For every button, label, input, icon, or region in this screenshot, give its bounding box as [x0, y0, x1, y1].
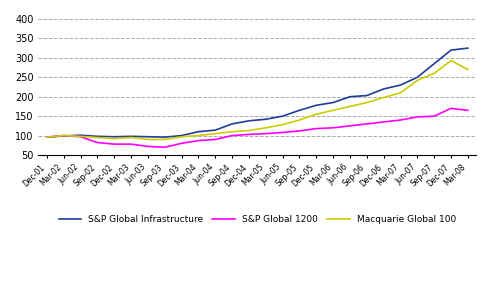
S&P Global 1200	[296, 129, 302, 133]
S&P Global Infrastructure	[448, 48, 454, 52]
Macquarie Global 100	[465, 68, 471, 71]
S&P Global 1200	[60, 134, 66, 137]
S&P Global 1200	[364, 122, 370, 126]
Macquarie Global 100	[380, 96, 386, 99]
S&P Global Infrastructure	[112, 135, 117, 139]
Macquarie Global 100	[229, 130, 235, 133]
S&P Global Infrastructure	[162, 135, 168, 139]
S&P Global 1200	[465, 109, 471, 112]
S&P Global Infrastructure	[296, 109, 302, 112]
S&P Global 1200	[128, 142, 134, 146]
S&P Global 1200	[78, 135, 84, 139]
S&P Global Infrastructure	[347, 95, 353, 98]
Macquarie Global 100	[178, 135, 184, 139]
Line: Macquarie Global 100: Macquarie Global 100	[47, 60, 468, 140]
S&P Global 1200	[112, 142, 117, 146]
Macquarie Global 100	[398, 91, 404, 95]
S&P Global 1200	[212, 138, 218, 141]
S&P Global Infrastructure	[398, 83, 404, 87]
S&P Global Infrastructure	[280, 114, 285, 118]
S&P Global 1200	[347, 124, 353, 128]
S&P Global Infrastructure	[465, 46, 471, 50]
S&P Global Infrastructure	[414, 75, 420, 79]
S&P Global Infrastructure	[364, 94, 370, 97]
Macquarie Global 100	[162, 138, 168, 141]
Macquarie Global 100	[44, 135, 50, 139]
S&P Global Infrastructure	[246, 119, 252, 123]
S&P Global 1200	[94, 141, 100, 144]
Macquarie Global 100	[314, 112, 320, 116]
S&P Global Infrastructure	[330, 101, 336, 104]
S&P Global Infrastructure	[380, 87, 386, 91]
S&P Global Infrastructure	[128, 134, 134, 138]
S&P Global 1200	[229, 134, 235, 137]
Macquarie Global 100	[296, 118, 302, 122]
S&P Global 1200	[414, 115, 420, 119]
S&P Global 1200	[178, 142, 184, 145]
S&P Global 1200	[246, 133, 252, 136]
Line: S&P Global Infrastructure: S&P Global Infrastructure	[47, 48, 468, 137]
S&P Global 1200	[314, 127, 320, 130]
S&P Global Infrastructure	[212, 128, 218, 132]
S&P Global 1200	[431, 114, 437, 118]
Macquarie Global 100	[196, 134, 202, 137]
S&P Global Infrastructure	[60, 134, 66, 138]
S&P Global 1200	[162, 145, 168, 149]
S&P Global Infrastructure	[263, 117, 269, 121]
S&P Global Infrastructure	[431, 62, 437, 65]
Macquarie Global 100	[431, 71, 437, 75]
Macquarie Global 100	[60, 134, 66, 137]
S&P Global 1200	[380, 120, 386, 124]
Macquarie Global 100	[347, 105, 353, 108]
S&P Global Infrastructure	[196, 130, 202, 133]
Macquarie Global 100	[330, 109, 336, 112]
S&P Global Infrastructure	[178, 134, 184, 137]
S&P Global 1200	[280, 131, 285, 134]
Macquarie Global 100	[364, 101, 370, 104]
Macquarie Global 100	[78, 134, 84, 138]
Macquarie Global 100	[128, 136, 134, 139]
S&P Global 1200	[398, 118, 404, 122]
Line: S&P Global 1200: S&P Global 1200	[47, 108, 468, 147]
Macquarie Global 100	[263, 126, 269, 130]
S&P Global 1200	[44, 135, 50, 139]
S&P Global Infrastructure	[44, 135, 50, 139]
S&P Global Infrastructure	[145, 135, 151, 139]
Legend: S&P Global Infrastructure, S&P Global 1200, Macquarie Global 100: S&P Global Infrastructure, S&P Global 12…	[55, 211, 460, 227]
S&P Global Infrastructure	[78, 133, 84, 137]
S&P Global Infrastructure	[229, 122, 235, 126]
S&P Global 1200	[196, 139, 202, 143]
Macquarie Global 100	[145, 138, 151, 141]
S&P Global 1200	[263, 132, 269, 136]
Macquarie Global 100	[212, 132, 218, 136]
S&P Global Infrastructure	[314, 103, 320, 107]
S&P Global Infrastructure	[94, 134, 100, 138]
S&P Global 1200	[448, 106, 454, 110]
Macquarie Global 100	[448, 59, 454, 62]
Macquarie Global 100	[246, 129, 252, 132]
Macquarie Global 100	[280, 123, 285, 126]
Macquarie Global 100	[94, 136, 100, 139]
Macquarie Global 100	[112, 137, 117, 140]
S&P Global 1200	[145, 145, 151, 148]
S&P Global 1200	[330, 126, 336, 130]
Macquarie Global 100	[414, 78, 420, 82]
